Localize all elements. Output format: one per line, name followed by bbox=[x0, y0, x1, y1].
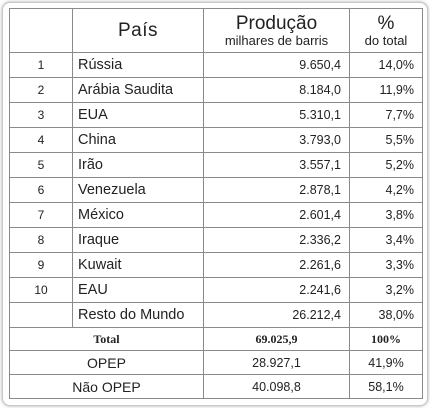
rank-cell: 2 bbox=[9, 77, 73, 103]
country-cell: Resto do Mundo bbox=[72, 302, 204, 328]
table-row: 10 EAU 2.241,6 3,2% bbox=[9, 277, 423, 303]
header-row: País Produção milhares de barris % do to… bbox=[9, 8, 423, 53]
total-production: 69.025,9 bbox=[203, 327, 350, 351]
country-cell: México bbox=[72, 202, 204, 228]
percent-cell: 3,2% bbox=[349, 277, 423, 303]
rank-cell: 10 bbox=[9, 277, 73, 303]
table-row: 5 Irão 3.557,1 5,2% bbox=[9, 152, 423, 178]
country-cell: EUA bbox=[72, 102, 204, 128]
production-cell: 2.336,2 bbox=[203, 227, 350, 253]
table-row: 9 Kuwait 2.261,6 3,3% bbox=[9, 252, 423, 278]
country-cell: China bbox=[72, 127, 204, 153]
production-cell: 2.878,1 bbox=[203, 177, 350, 203]
production-header: Produção milhares de barris bbox=[203, 8, 350, 53]
percent-cell: 3,8% bbox=[349, 202, 423, 228]
production-cell: 5.310,1 bbox=[203, 102, 350, 128]
percent-cell: 3,3% bbox=[349, 252, 423, 278]
percent-cell: 3,4% bbox=[349, 227, 423, 253]
production-cell: 26.212,4 bbox=[203, 302, 350, 328]
production-cell: 2.261,6 bbox=[203, 252, 350, 278]
rank-cell: 9 bbox=[9, 252, 73, 278]
table-row: 4 China 3.793,0 5,5% bbox=[9, 127, 423, 153]
percent-header-sub: do total bbox=[364, 32, 408, 48]
rank-cell: 6 bbox=[9, 177, 73, 203]
production-cell: 8.184,0 bbox=[203, 77, 350, 103]
rank-cell: 5 bbox=[9, 152, 73, 178]
country-cell: Arábia Saudita bbox=[72, 77, 204, 103]
oil-production-table: País Produção milhares de barris % do to… bbox=[9, 8, 423, 399]
production-header-title: Produção bbox=[235, 12, 318, 34]
percent-cell: 7,7% bbox=[349, 102, 423, 128]
group-production: 28.927,1 bbox=[203, 350, 350, 375]
group-percent: 41,9% bbox=[349, 350, 423, 375]
country-cell: EAU bbox=[72, 277, 204, 303]
percent-header: % do total bbox=[349, 8, 423, 53]
rank-header bbox=[9, 8, 73, 53]
percent-cell: 38,0% bbox=[349, 302, 423, 328]
table-row: 8 Iraque 2.336,2 3,4% bbox=[9, 227, 423, 253]
rank-cell: 1 bbox=[9, 52, 73, 78]
table-row: 2 Arábia Saudita 8.184,0 11,9% bbox=[9, 77, 423, 103]
table-row: 3 EUA 5.310,1 7,7% bbox=[9, 102, 423, 128]
rank-cell: 3 bbox=[9, 102, 73, 128]
country-cell: Kuwait bbox=[72, 252, 204, 278]
production-cell: 2.601,4 bbox=[203, 202, 350, 228]
rank-cell: 7 bbox=[9, 202, 73, 228]
table-row: 7 México 2.601,4 3,8% bbox=[9, 202, 423, 228]
group-label: OPEP bbox=[9, 350, 204, 375]
country-cell: Rússia bbox=[72, 52, 204, 78]
country-cell: Venezuela bbox=[72, 177, 204, 203]
country-header: País bbox=[72, 8, 204, 53]
group-label: Não OPEP bbox=[9, 374, 204, 399]
table-row: Resto do Mundo 26.212,4 38,0% bbox=[9, 302, 423, 328]
group-production: 40.098,8 bbox=[203, 374, 350, 399]
percent-cell: 4,2% bbox=[349, 177, 423, 203]
rank-cell bbox=[9, 302, 73, 328]
percent-cell: 5,2% bbox=[349, 152, 423, 178]
production-cell: 2.241,6 bbox=[203, 277, 350, 303]
rank-cell: 8 bbox=[9, 227, 73, 253]
production-cell: 3.793,0 bbox=[203, 127, 350, 153]
percent-header-symbol: % bbox=[377, 12, 395, 34]
production-header-unit: milhares de barris bbox=[224, 32, 329, 48]
table-row: 6 Venezuela 2.878,1 4,2% bbox=[9, 177, 423, 203]
percent-cell: 11,9% bbox=[349, 77, 423, 103]
group-row-nao-opep: Não OPEP 40.098,8 58,1% bbox=[9, 374, 423, 399]
rank-cell: 4 bbox=[9, 127, 73, 153]
total-row: Total 69.025,9 100% bbox=[9, 327, 423, 351]
percent-cell: 5,5% bbox=[349, 127, 423, 153]
total-label: Total bbox=[9, 327, 204, 351]
production-cell: 3.557,1 bbox=[203, 152, 350, 178]
production-cell: 9.650,4 bbox=[203, 52, 350, 78]
group-row-opep: OPEP 28.927,1 41,9% bbox=[9, 350, 423, 375]
total-percent: 100% bbox=[349, 327, 423, 351]
country-cell: Irão bbox=[72, 152, 204, 178]
country-cell: Iraque bbox=[72, 227, 204, 253]
percent-cell: 14,0% bbox=[349, 52, 423, 78]
table-row: 1 Rússia 9.650,4 14,0% bbox=[9, 52, 423, 78]
group-percent: 58,1% bbox=[349, 374, 423, 399]
